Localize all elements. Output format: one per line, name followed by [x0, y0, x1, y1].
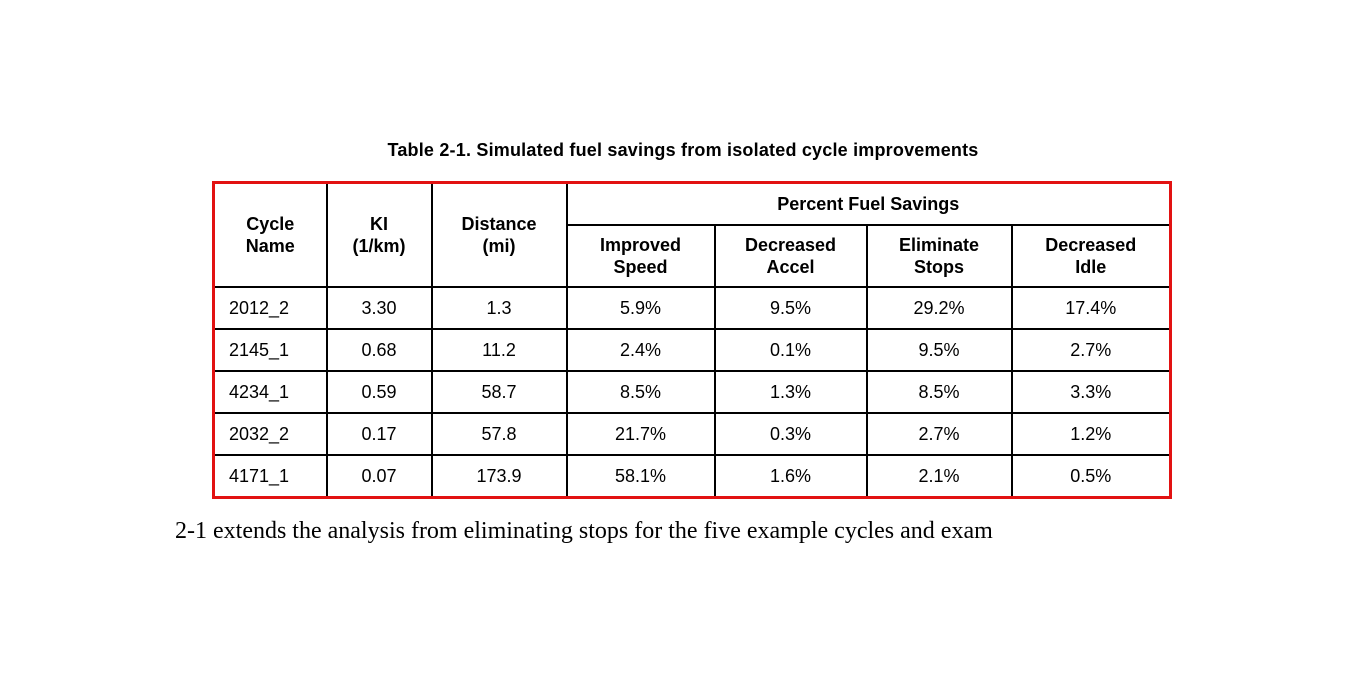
col-header-ki: KI (1/km) [325, 181, 433, 288]
cell-improved-speed: 5.9% [565, 286, 716, 330]
table-row: 2012_2 3.30 1.3 5.9% 9.5% 29.2% 17.4% [212, 286, 1172, 330]
cell-decreased-idle: 0.5% [1010, 454, 1172, 499]
col-header-distance: Distance (mi) [430, 181, 568, 288]
table-caption: Table 2-1. Simulated fuel savings from i… [387, 140, 979, 160]
table-row: 2032_2 0.17 57.8 21.7% 0.3% 2.7% 1.2% [212, 412, 1172, 456]
fuel-savings-table: Cycle Name KI (1/km) Distance (mi) Perce… [212, 181, 1173, 499]
cell-cycle-name: 2145_1 [212, 328, 328, 372]
cell-improved-speed: 8.5% [565, 370, 716, 414]
col-header-eliminate-stops: Eliminate Stops [865, 224, 1013, 288]
col-header-improved-speed: Improved Speed [565, 224, 716, 288]
cell-decreased-accel: 1.3% [713, 370, 868, 414]
cell-cycle-name: 4234_1 [212, 370, 328, 414]
cell-decreased-accel: 0.3% [713, 412, 868, 456]
cell-decreased-accel: 9.5% [713, 286, 868, 330]
cell-ki: 0.59 [325, 370, 433, 414]
cell-improved-speed: 2.4% [565, 328, 716, 372]
cell-decreased-accel: 1.6% [713, 454, 868, 499]
cell-ki: 3.30 [325, 286, 433, 330]
cell-distance: 173.9 [430, 454, 568, 499]
group-header-percent-fuel-savings: Percent Fuel Savings [565, 181, 1172, 226]
cell-decreased-idle: 17.4% [1010, 286, 1172, 330]
cell-decreased-idle: 1.2% [1010, 412, 1172, 456]
cell-distance: 11.2 [430, 328, 568, 372]
cell-decreased-idle: 3.3% [1010, 370, 1172, 414]
cell-eliminate-stops: 9.5% [865, 328, 1013, 372]
col-header-decreased-accel: Decreased Accel [713, 224, 868, 288]
cell-eliminate-stops: 2.1% [865, 454, 1013, 499]
body-paragraph: 2-1 extends the analysis from eliminatin… [175, 518, 993, 544]
cell-cycle-name: 4171_1 [212, 454, 328, 499]
table-row: 4234_1 0.59 58.7 8.5% 1.3% 8.5% 3.3% [212, 370, 1172, 414]
table-row: 4171_1 0.07 173.9 58.1% 1.6% 2.1% 0.5% [212, 454, 1172, 499]
cell-ki: 0.07 [325, 454, 433, 499]
cell-ki: 0.17 [325, 412, 433, 456]
table-row: 2145_1 0.68 11.2 2.4% 0.1% 9.5% 2.7% [212, 328, 1172, 372]
cell-ki: 0.68 [325, 328, 433, 372]
table-body: 2012_2 3.30 1.3 5.9% 9.5% 29.2% 17.4% 21… [212, 286, 1172, 499]
cell-decreased-idle: 2.7% [1010, 328, 1172, 372]
cell-distance: 1.3 [430, 286, 568, 330]
col-header-decreased-idle: Decreased Idle [1010, 224, 1172, 288]
table-header: Cycle Name KI (1/km) Distance (mi) Perce… [212, 181, 1172, 288]
cell-eliminate-stops: 8.5% [865, 370, 1013, 414]
col-header-cycle-name: Cycle Name [212, 181, 328, 288]
cell-distance: 57.8 [430, 412, 568, 456]
cell-cycle-name: 2032_2 [212, 412, 328, 456]
cell-improved-speed: 21.7% [565, 412, 716, 456]
header-row-2: Improved Speed Decreased Accel Eliminate… [214, 224, 1172, 288]
header-row-1: Cycle Name KI (1/km) Distance (mi) Perce… [212, 181, 1172, 288]
cell-eliminate-stops: 29.2% [865, 286, 1013, 330]
cell-decreased-accel: 0.1% [713, 328, 868, 372]
cell-improved-speed: 58.1% [565, 454, 716, 499]
cell-cycle-name: 2012_2 [212, 286, 328, 330]
cell-distance: 58.7 [430, 370, 568, 414]
cell-eliminate-stops: 2.7% [865, 412, 1013, 456]
